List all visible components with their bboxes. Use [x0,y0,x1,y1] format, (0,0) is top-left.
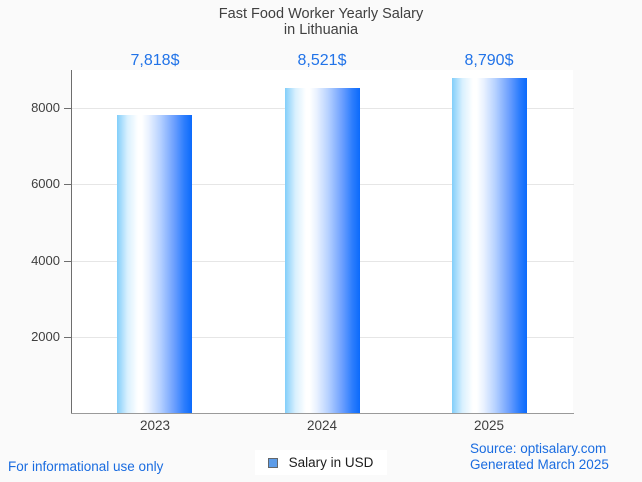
source-link[interactable]: Source: optisalary.com [470,441,607,456]
chart-title: Fast Food Worker Yearly Salary in Lithua… [0,6,642,38]
source-block: Source: optisalary.com Generated March 2… [470,441,609,473]
value-label-2024: 8,521$ [297,52,347,69]
generated-date: Generated March 2025 [470,457,609,472]
y-axis-label-8000: 8000 [31,100,60,115]
y-axis-label-4000: 4000 [31,253,60,268]
bar-2024[interactable] [285,88,360,413]
y-axis-line [71,70,72,413]
value-label-2023: 7,818$ [130,52,180,69]
x-axis-label-2023: 2023 [139,418,171,433]
bar-2023[interactable] [117,115,192,413]
legend-label: Salary in USD [288,455,374,470]
y-axis-label-6000: 6000 [31,176,60,191]
x-axis-line [71,413,574,414]
y-axis-tick-8000 [64,108,71,109]
chart-title-line2: in Lithuania [283,22,359,38]
legend-entry-salary[interactable]: Salary in USD [254,450,388,475]
chart-title-line1: Fast Food Worker Yearly Salary [218,6,424,22]
y-axis-tick-4000 [64,261,71,262]
value-label-2025: 8,790$ [464,52,514,69]
disclaimer-text: For informational use only [8,459,164,474]
bar-2025[interactable] [452,78,527,413]
y-axis-label-2000: 2000 [31,329,60,344]
legend: Salary in USD [0,450,642,475]
x-axis-label-2024: 2024 [306,418,338,433]
y-axis-tick-2000 [64,337,71,338]
legend-marker-icon [267,457,278,468]
x-axis-label-2025: 2025 [473,418,505,433]
y-axis-tick-6000 [64,184,71,185]
